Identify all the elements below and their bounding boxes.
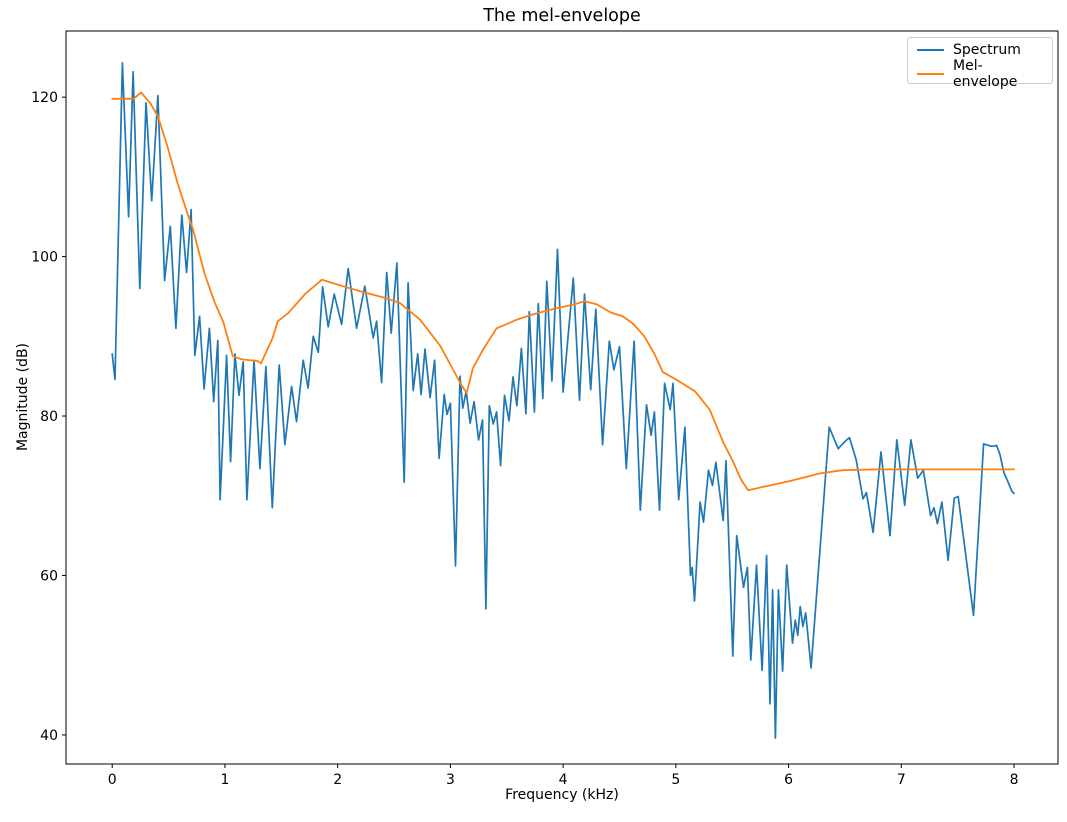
legend-label-mel-envelope: Mel-envelope bbox=[953, 58, 1018, 90]
x-tick-label: 3 bbox=[446, 772, 455, 788]
legend-item-spectrum: Spectrum bbox=[917, 42, 1043, 58]
x-tick-label: 5 bbox=[671, 772, 680, 788]
x-tick-label: 0 bbox=[108, 772, 117, 788]
x-tick-label: 6 bbox=[784, 772, 793, 788]
y-axis-label: Magnitude (dB) bbox=[15, 342, 31, 452]
series-line-mel-envelope bbox=[111, 91, 1015, 492]
spectrum-line-swatch-icon bbox=[917, 49, 944, 51]
mel-envelope-line-swatch-icon bbox=[917, 73, 944, 75]
x-tick-label: 8 bbox=[1010, 772, 1019, 788]
legend-item-mel-envelope: Mel-envelope bbox=[917, 58, 1043, 90]
y-tick-label: 80 bbox=[40, 409, 58, 425]
x-axis-label: Frequency (kHz) bbox=[505, 787, 619, 803]
chart-title: The mel-envelope bbox=[483, 6, 641, 26]
series-line-spectrum bbox=[111, 62, 1015, 739]
axes-frame bbox=[65, 30, 1059, 765]
y-tick-label: 120 bbox=[31, 90, 58, 106]
y-tick-label: 60 bbox=[40, 568, 58, 584]
legend: Spectrum Mel-envelope bbox=[907, 37, 1053, 90]
x-tick-label: 2 bbox=[333, 772, 342, 788]
legend-label-spectrum: Spectrum bbox=[953, 42, 1021, 58]
x-tick-label: 7 bbox=[897, 772, 906, 788]
y-tick-label: 40 bbox=[40, 728, 58, 744]
x-tick-label: 1 bbox=[220, 772, 229, 788]
y-tick-label: 100 bbox=[31, 250, 58, 266]
x-tick-label: 4 bbox=[559, 772, 568, 788]
